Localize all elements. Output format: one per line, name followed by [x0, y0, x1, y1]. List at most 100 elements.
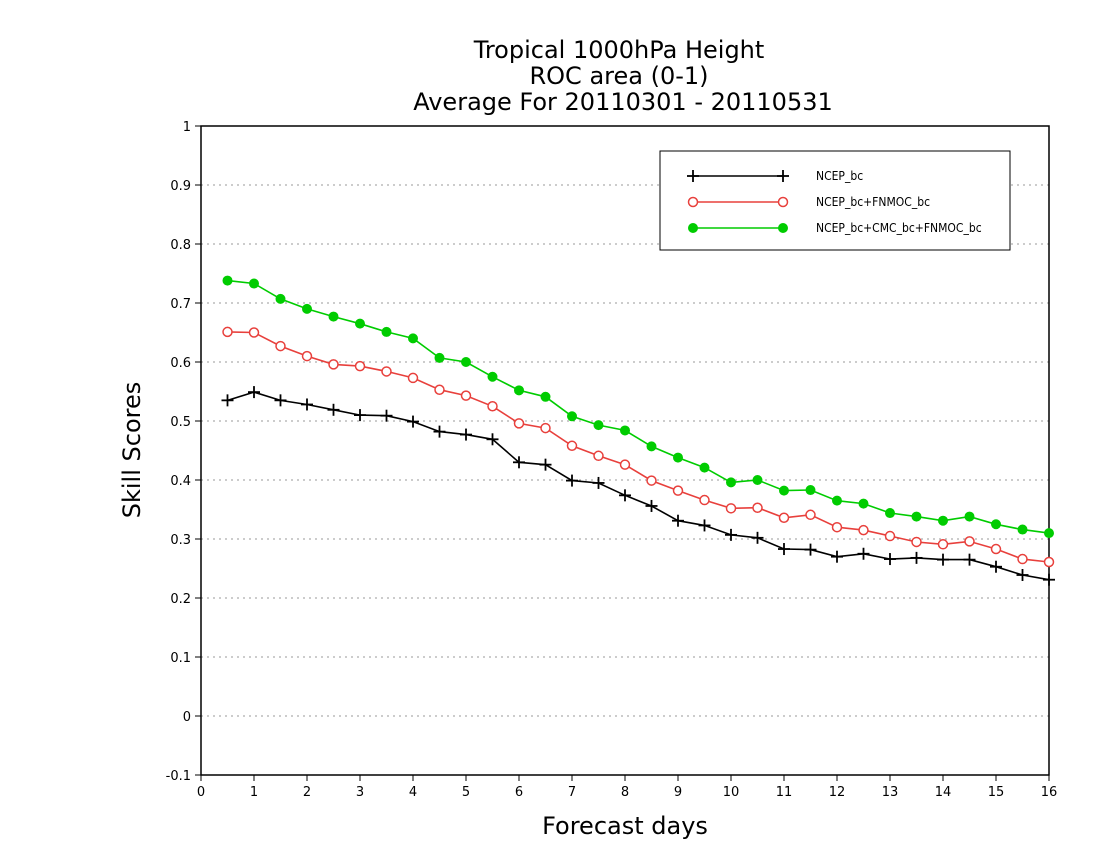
legend-box	[659, 150, 1011, 251]
data-point	[673, 452, 683, 463]
data-point	[990, 560, 1002, 573]
data-point	[248, 386, 260, 399]
data-point	[539, 458, 552, 471]
data-point	[963, 553, 976, 566]
y-tick-label: 0.3	[170, 533, 191, 548]
y-tick-label: 0.8	[170, 238, 191, 253]
x-tick-label: 14	[935, 785, 952, 800]
x-tick-label: 9	[674, 785, 682, 800]
data-point	[646, 475, 657, 486]
data-point	[407, 372, 419, 384]
series-layer	[221, 275, 1055, 586]
chart-title-line-3: Average For 20110301 - 20110531	[413, 88, 833, 116]
data-point	[804, 543, 817, 556]
y-tick-label: 0.4	[170, 474, 191, 489]
data-point	[514, 385, 524, 396]
data-point	[884, 553, 896, 566]
legend-marker	[777, 196, 789, 208]
data-point	[274, 394, 287, 407]
x-tick-label: 0	[197, 785, 205, 800]
chart-title-line-2: ROC area (0-1)	[529, 62, 708, 90]
data-point	[593, 420, 604, 431]
data-point	[1043, 556, 1055, 568]
series-ncep-bc	[221, 386, 1055, 586]
data-point	[964, 511, 975, 522]
chart-title: Tropical 1000hPa Height ROC area (0-1) A…	[413, 36, 833, 116]
x-tick-label: 8	[621, 785, 629, 800]
data-point	[381, 326, 392, 337]
data-point	[858, 524, 869, 536]
data-point	[434, 352, 445, 363]
data-point	[698, 519, 711, 532]
data-point	[302, 303, 312, 314]
legend-marker	[777, 170, 789, 182]
data-point	[805, 509, 816, 521]
legend-entry: NCEP_bc	[687, 169, 863, 183]
x-axis-ticks: 0 1 2 3 4 5 6 7 8 9 10 11 12 13 14 15 16	[197, 775, 1057, 800]
data-point	[461, 357, 471, 367]
data-point	[540, 391, 551, 402]
legend-items: NCEP_bc NCEP_bc+FNMOC_bc NCEP_bc+CMC_bc+FN…	[687, 169, 982, 235]
data-point	[619, 459, 631, 470]
data-point	[487, 371, 498, 382]
data-point	[355, 318, 365, 329]
data-point	[486, 433, 499, 446]
data-point	[408, 333, 418, 344]
data-point	[911, 511, 922, 522]
data-point	[327, 403, 340, 416]
data-point	[1017, 553, 1028, 565]
x-axis-label: Forecast days	[542, 812, 708, 840]
x-tick-label: 3	[356, 785, 364, 800]
data-point	[672, 514, 684, 527]
data-point	[1043, 573, 1055, 586]
y-tick-label: 0.1	[170, 651, 191, 666]
data-point	[885, 508, 895, 519]
series-ncep-bc-fnmoc-bc	[222, 326, 1055, 568]
legend-entry: NCEP_bc+FNMOC_bc	[687, 195, 930, 209]
data-point	[699, 494, 710, 506]
data-point	[487, 401, 498, 412]
data-point	[275, 340, 286, 352]
x-tick-label: 1	[250, 785, 258, 800]
x-tick-label: 5	[462, 785, 470, 800]
series-line	[227, 331, 1050, 563]
data-point	[248, 327, 260, 338]
data-point	[938, 515, 948, 526]
y-tick-label: 0.9	[170, 179, 191, 194]
data-point	[964, 536, 975, 547]
data-point	[672, 485, 684, 496]
x-tick-label: 13	[882, 785, 899, 800]
x-tick-label: 15	[988, 785, 1005, 800]
data-point	[831, 521, 843, 533]
x-tick-label: 6	[515, 785, 523, 800]
legend-marker	[688, 223, 698, 233]
y-tick-label: 0.7	[170, 297, 191, 312]
data-point	[832, 495, 842, 506]
data-point	[460, 390, 472, 401]
x-tick-label: 16	[1041, 785, 1058, 800]
data-point	[831, 550, 843, 563]
data-point	[592, 476, 605, 489]
y-tick-label: 0.5	[170, 415, 191, 430]
data-point	[937, 539, 949, 550]
data-point	[1016, 568, 1029, 581]
x-tick-label: 11	[776, 785, 793, 800]
data-point	[593, 450, 604, 462]
y-tick-label: 0.2	[170, 592, 191, 607]
data-point	[407, 415, 419, 428]
x-tick-label: 2	[303, 785, 311, 800]
y-tick-label: 0.6	[170, 356, 191, 371]
legend-label: NCEP_bc+CMC_bc+FNMOC_bc	[816, 221, 982, 235]
data-point	[567, 411, 577, 422]
data-point	[620, 425, 630, 436]
data-point	[619, 489, 631, 502]
data-point	[1044, 528, 1054, 539]
data-point	[725, 503, 737, 514]
series-ncep-bc-cmc-bc-fnmoc-bc	[222, 275, 1054, 539]
data-point	[884, 530, 896, 542]
data-point	[222, 326, 233, 338]
data-point	[910, 551, 923, 564]
data-point	[354, 409, 366, 422]
data-point	[221, 394, 234, 407]
